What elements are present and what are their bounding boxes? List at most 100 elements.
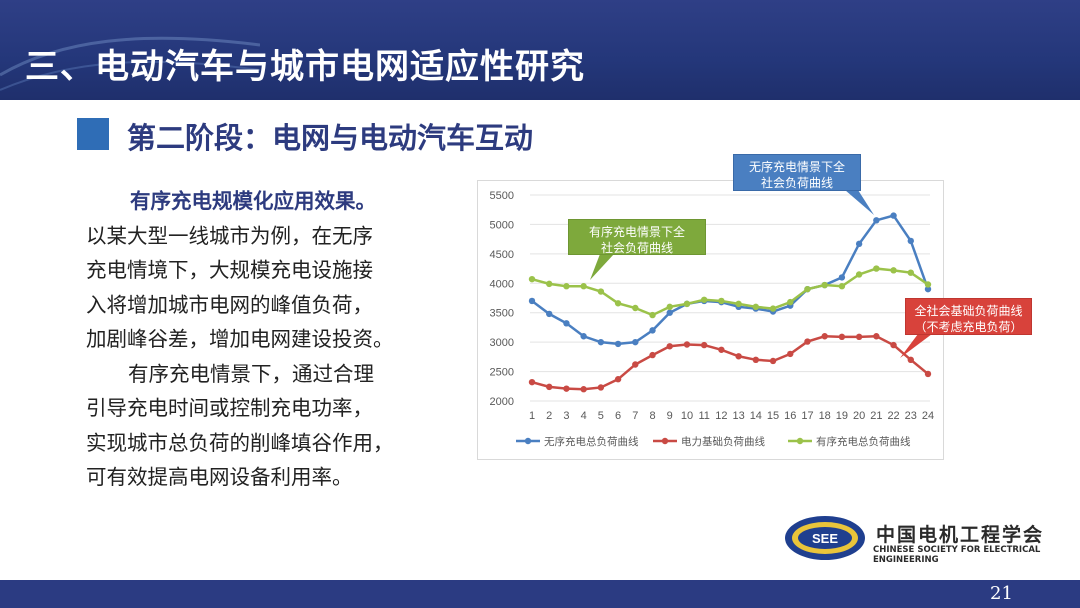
body-line: 引导充电时间或控制充电功率， <box>86 396 373 420</box>
x-tick-label: 6 <box>615 410 621 422</box>
legend-marker <box>796 437 804 445</box>
data-point <box>924 285 932 293</box>
data-point <box>890 267 897 274</box>
x-tick-label: 16 <box>784 410 796 422</box>
x-tick-label: 4 <box>581 410 587 422</box>
data-point <box>528 378 536 386</box>
data-point <box>924 370 932 378</box>
x-tick-label: 10 <box>681 410 693 422</box>
data-point <box>614 300 622 307</box>
body-line: 入将增加城市电网的峰值负荷， <box>86 292 373 317</box>
body-line: 以某大型一线城市为例，在无序 <box>86 223 373 248</box>
data-point <box>787 350 794 358</box>
header-decoration <box>0 36 260 91</box>
data-point <box>769 305 777 312</box>
y-tick-label: 2500 <box>490 367 514 379</box>
subtitle-bullet <box>77 118 109 150</box>
data-point <box>890 212 897 219</box>
data-point <box>718 346 725 353</box>
data-point <box>649 327 656 334</box>
data-point <box>666 309 673 316</box>
x-tick-label: 14 <box>750 410 762 422</box>
series-line <box>531 267 929 317</box>
data-point <box>546 280 553 288</box>
data-point <box>907 237 914 245</box>
x-tick-label: 3 <box>563 410 569 422</box>
y-tick-label: 5000 <box>490 219 514 231</box>
legend-marker <box>661 437 669 445</box>
data-point <box>855 271 863 278</box>
y-tick-label: 4000 <box>490 278 514 290</box>
legend-marker <box>524 437 532 445</box>
callout-base-text: 全社会基础负荷曲线 （不考虑充电负荷） <box>914 304 1023 334</box>
y-tick-label: 5500 <box>490 190 514 202</box>
legend-label: 电力基础负荷曲线 <box>681 435 765 448</box>
logo-name-en: CHINESE SOCIETY FOR ELECTRICAL ENGINEERI… <box>873 545 1041 565</box>
y-tick-label: 3000 <box>490 337 514 349</box>
x-tick-label: 5 <box>598 410 604 422</box>
x-tick-label: 11 <box>698 410 709 422</box>
data-point <box>528 275 536 283</box>
data-point <box>649 311 656 319</box>
data-point <box>580 333 587 340</box>
page-number: 21 <box>990 583 1013 604</box>
data-point <box>873 333 880 340</box>
data-point <box>752 303 760 311</box>
data-point <box>700 296 708 303</box>
x-tick-label: 8 <box>649 410 655 422</box>
data-point <box>924 281 932 288</box>
data-point <box>597 384 605 391</box>
data-point <box>546 310 553 318</box>
data-point <box>666 303 673 311</box>
x-tick-label: 19 <box>836 410 848 422</box>
data-point <box>528 297 536 305</box>
data-point <box>907 356 914 363</box>
data-point <box>873 265 880 272</box>
data-point <box>855 240 863 248</box>
data-point <box>804 285 811 293</box>
data-point <box>563 283 570 290</box>
x-tick-label: 9 <box>667 410 673 422</box>
data-point <box>838 283 846 290</box>
data-point <box>735 353 742 360</box>
data-point <box>838 274 846 281</box>
data-point <box>700 341 708 349</box>
data-point <box>855 333 863 341</box>
data-point <box>683 300 691 308</box>
data-point <box>614 340 622 348</box>
slide-subtitle: 第二阶段：电网与电动汽车互动 <box>127 121 534 155</box>
logo-badge: SEE <box>812 531 838 546</box>
data-point <box>632 361 639 368</box>
callout-disordered: 无序充电情景下全 社会负荷曲线 <box>733 154 861 191</box>
x-tick-label: 1 <box>529 410 535 422</box>
footer-bar <box>0 580 1080 608</box>
body-line: 充电情境下，大规模充电设施接 <box>86 258 373 282</box>
x-tick-label: 24 <box>922 410 934 422</box>
slide-title: 三、电动汽车与城市电网适应性研究 <box>25 47 585 87</box>
body-line: 加剧峰谷差，增加电网建设投资。 <box>86 327 394 351</box>
data-point <box>873 217 880 224</box>
data-point <box>597 288 605 295</box>
x-tick-label: 17 <box>801 410 813 422</box>
data-point <box>821 333 828 340</box>
data-point <box>752 356 760 363</box>
data-point <box>632 338 639 346</box>
data-point <box>632 304 639 312</box>
data-point <box>838 333 846 341</box>
data-point <box>546 383 553 391</box>
data-point <box>563 385 570 392</box>
legend-label: 有序充电总负荷曲线 <box>816 435 911 448</box>
x-tick-label: 20 <box>853 410 865 422</box>
x-tick-label: 12 <box>715 410 727 422</box>
x-tick-label: 2 <box>546 410 552 422</box>
callout-base: 全社会基础负荷曲线 （不考虑充电负荷） <box>905 298 1032 335</box>
body-line: 实现城市总负荷的削峰填谷作用， <box>86 430 394 455</box>
load-chart: 2000 2500 3000 3500 4000 4500 5000 5500 1 2 3 4 5 6 7 8… <box>477 180 944 460</box>
body-line: 有序充电情景下，通过合理 <box>128 361 374 386</box>
y-tick-label: 3500 <box>490 308 514 320</box>
data-point <box>563 320 570 327</box>
x-tick-label: 21 <box>870 410 882 422</box>
x-tick-label: 18 <box>819 410 831 422</box>
data-point <box>821 281 828 289</box>
